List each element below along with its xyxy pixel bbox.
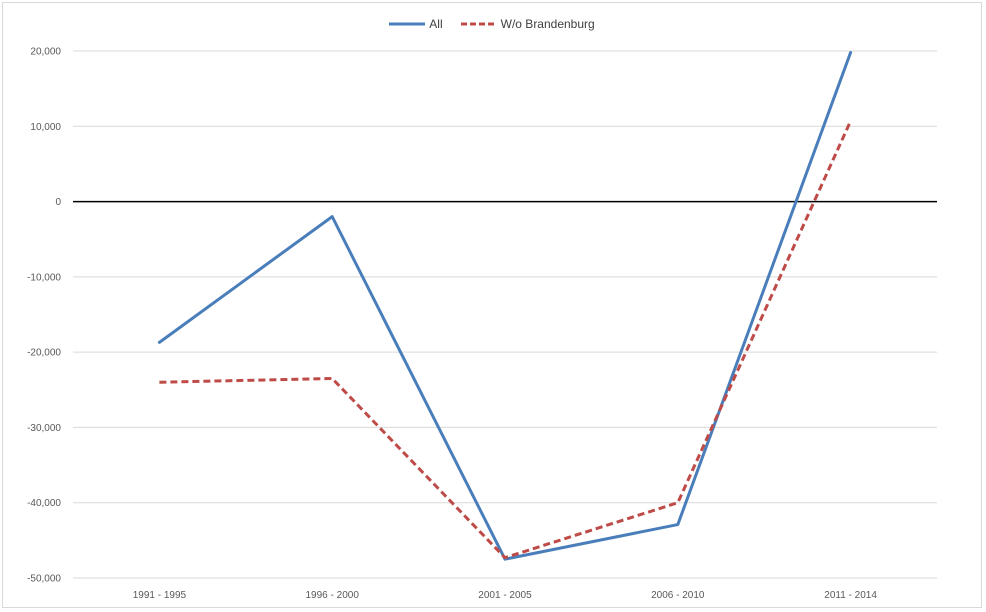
y-tick-label: 20,000 (30, 47, 61, 58)
legend-swatch-all (389, 22, 426, 26)
legend-label-all: All (429, 17, 443, 31)
x-tick-label: 1996 - 2000 (306, 590, 360, 601)
y-tick-label: -50,000 (27, 574, 61, 585)
y-tick-label: 0 (55, 197, 61, 208)
x-tick-label: 2006 - 2010 (651, 590, 705, 601)
legend-item-wo-brandenburg: W/o Brandenburg (460, 17, 595, 31)
y-tick-label: -20,000 (27, 348, 61, 359)
y-tick-label: 10,000 (30, 122, 61, 133)
series-line-0 (157, 51, 853, 561)
legend-item-all: All (389, 17, 443, 31)
y-tick-label: -30,000 (27, 423, 61, 434)
x-tick-label: 2001 - 2005 (478, 590, 532, 601)
y-tick-label: -40,000 (27, 498, 61, 509)
legend-swatch-wo-brandenburg (460, 22, 497, 26)
legend: All W/o Brandenburg (3, 17, 981, 31)
legend-label-wo-brandenburg: W/o Brandenburg (500, 17, 595, 31)
x-tick-label: 2011 - 2014 (824, 590, 877, 601)
y-tick-label: -10,000 (27, 272, 61, 283)
x-tick-label: 1991 - 1995 (133, 590, 187, 601)
